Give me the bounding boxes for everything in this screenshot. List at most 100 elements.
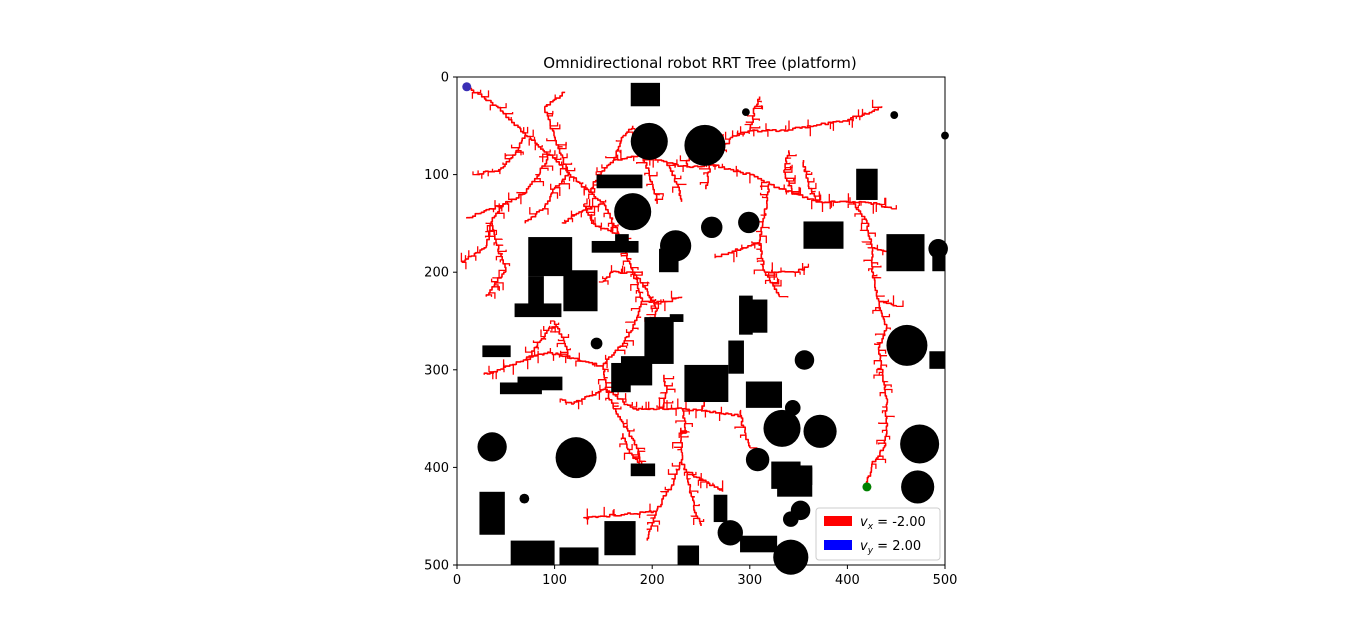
- tree-twig: [756, 260, 763, 263]
- tree-twig: [847, 203, 854, 208]
- tree-twig: [558, 141, 567, 146]
- tree-branch: [613, 135, 624, 161]
- tree-twig: [739, 409, 742, 417]
- tree-branch: [491, 222, 497, 243]
- tree-twig: [539, 156, 548, 158]
- tree-twig: [622, 260, 628, 266]
- tree-branch: [656, 486, 673, 512]
- tree-branch: [670, 461, 682, 487]
- tree-twig: [750, 126, 761, 129]
- tree-branch: [681, 408, 688, 434]
- tree-twig: [641, 303, 648, 306]
- tree-branch: [763, 183, 770, 219]
- tree-branch: [583, 515, 604, 520]
- tree-branch: [852, 201, 868, 224]
- tree-branch: [540, 325, 551, 342]
- tree-twig: [792, 187, 801, 193]
- obstacle-rect: [749, 299, 768, 333]
- tree-branch: [514, 134, 526, 156]
- tree-twig: [550, 122, 559, 127]
- tree-twig: [806, 172, 813, 175]
- tree-branch: [632, 407, 663, 411]
- tree-branch: [524, 351, 550, 361]
- tree-twig: [885, 415, 895, 418]
- tree-twig: [865, 243, 871, 245]
- tree-twig: [495, 255, 501, 261]
- tree-twig: [644, 172, 650, 176]
- x-tick-label: 400: [835, 573, 860, 588]
- tree-twig: [760, 235, 767, 244]
- tree-twig: [666, 388, 676, 393]
- tree-twig: [859, 229, 868, 232]
- tree-branch: [500, 154, 516, 170]
- tree-branch: [663, 374, 668, 391]
- obstacle-rect: [677, 545, 700, 565]
- obstacle-rect: [739, 295, 753, 335]
- tree-branch: [696, 515, 702, 526]
- tree-branch: [622, 125, 634, 137]
- tree-twig: [490, 292, 496, 299]
- obstacle-rect: [514, 303, 562, 318]
- tree-twig: [816, 194, 822, 201]
- tree-twig: [879, 455, 884, 459]
- tree-twig: [879, 392, 886, 397]
- tree-twig: [636, 162, 645, 164]
- tree-twig: [876, 439, 886, 445]
- tree-branch: [652, 183, 658, 204]
- tree-twig: [873, 374, 883, 379]
- tree-branch: [878, 349, 888, 400]
- tree-twig: [886, 435, 891, 440]
- tree-twig: [516, 191, 527, 194]
- obstacle-circle: [901, 470, 935, 504]
- tree-branch: [500, 359, 526, 370]
- tree-branch: [613, 154, 643, 161]
- tree-twig: [489, 230, 494, 236]
- obstacle-rect: [803, 221, 844, 249]
- tree-branch: [602, 513, 628, 518]
- obstacle-rect: [528, 276, 544, 306]
- obstacle-circle: [717, 520, 743, 546]
- tree-twig: [633, 327, 639, 330]
- obstacle-circle: [890, 111, 899, 119]
- obstacle-circle: [782, 511, 799, 527]
- obstacle-rect: [740, 535, 778, 553]
- tree-branch: [883, 428, 888, 448]
- tree-branch: [686, 471, 707, 482]
- tree-branch: [680, 461, 688, 473]
- tree-twig: [685, 422, 693, 427]
- tree-branch: [749, 106, 756, 132]
- tree-twig: [510, 144, 520, 149]
- tree-branch: [878, 300, 897, 307]
- obstacle-circle: [555, 437, 597, 479]
- tree-branch: [573, 357, 604, 367]
- tree-twig: [540, 329, 545, 338]
- tree-branch: [605, 388, 614, 409]
- plot-frame: [456, 76, 946, 566]
- tree-twig: [596, 167, 602, 173]
- start-point: [462, 82, 472, 92]
- rrt-tree: [460, 86, 904, 541]
- obstacle-circle: [701, 216, 723, 239]
- tree-branch: [602, 271, 614, 282]
- tree-twig: [789, 178, 795, 182]
- tree-twig: [699, 181, 709, 185]
- tree-twig: [605, 280, 609, 285]
- tree-twig: [497, 282, 504, 291]
- tree-twig: [882, 313, 891, 318]
- tree-twig: [497, 212, 505, 219]
- tree-branch: [764, 270, 795, 274]
- tree-twig: [534, 180, 545, 187]
- obstacle-circle: [763, 409, 801, 447]
- obstacle-circle: [773, 539, 809, 575]
- tree-branch: [544, 188, 555, 209]
- tree-twig: [878, 349, 887, 354]
- obstacle-rect: [596, 174, 643, 189]
- tree-twig: [694, 504, 700, 507]
- tree-twig: [821, 201, 824, 212]
- x-tick-label: 100: [542, 573, 567, 588]
- obstacle-rect: [479, 491, 505, 535]
- obstacle-rect: [745, 381, 783, 408]
- tree-twig: [815, 191, 820, 197]
- tree-branch: [730, 130, 751, 139]
